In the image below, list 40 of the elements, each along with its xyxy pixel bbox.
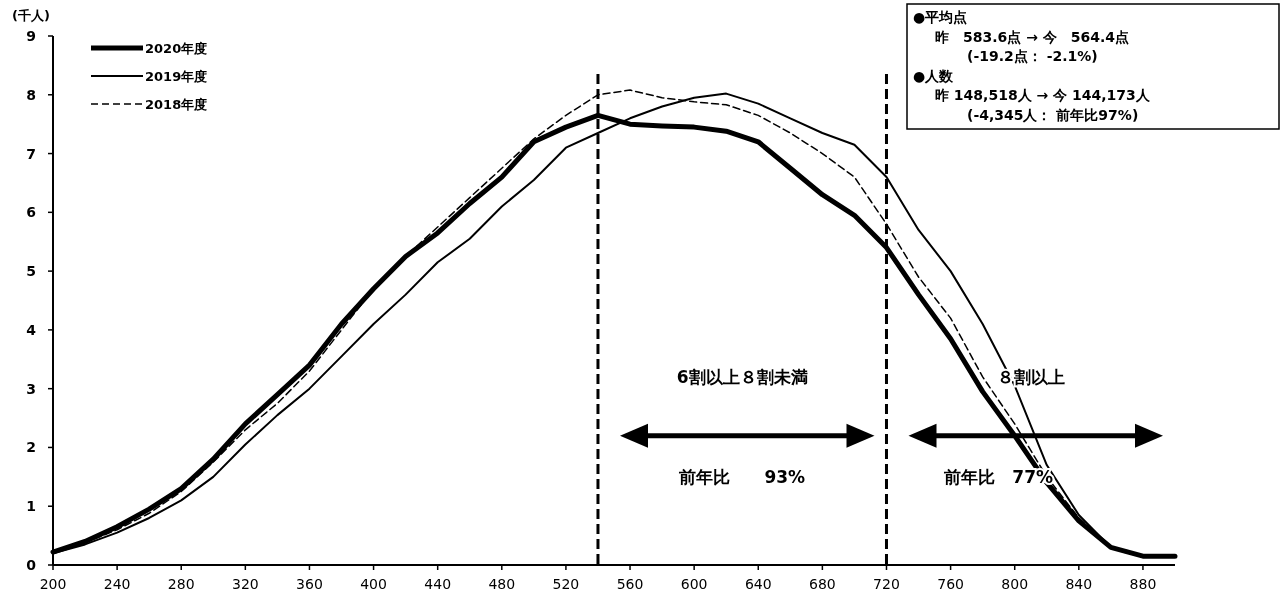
y-tick-label: 7 (26, 145, 36, 162)
x-tick-label: 720 (873, 576, 900, 592)
x-tick-label: 320 (231, 576, 259, 592)
x-tick-label: 640 (744, 576, 772, 592)
legend-label: 2020年度 (145, 41, 208, 56)
x-tick-label: 680 (809, 576, 836, 592)
text: ●平均点 (913, 9, 968, 25)
x-tick-label: 240 (103, 576, 131, 592)
x-tick-label: 760 (937, 576, 964, 592)
x-tick-label: 400 (360, 576, 387, 592)
legend-label: 2018年度 (145, 97, 208, 112)
y-tick-label: 9 (26, 28, 36, 44)
y-tick-label: 2 (26, 439, 36, 456)
x-tick-label: 200 (39, 576, 67, 592)
y-tick-label: 5 (26, 263, 36, 280)
x-tick-label: 480 (488, 576, 516, 592)
legend-label: 2019年度 (145, 69, 208, 84)
x-tick-label: 280 (167, 576, 195, 592)
y-tick-label: 3 (26, 380, 36, 397)
x-tick-label: 800 (1001, 576, 1029, 592)
y-tick-label: 6 (26, 204, 36, 221)
y-tick-label: 0 (26, 557, 37, 573)
x-tick-label: 360 (296, 576, 323, 592)
x-tick-label: 600 (680, 576, 708, 592)
x-tick-label: 880 (1129, 576, 1157, 592)
annotation: (-4,345人： 前年比97%) (967, 106, 1139, 123)
x-tick-label: 520 (552, 576, 580, 592)
x-tick-label: 560 (616, 576, 644, 592)
x-tick-label: 840 (1065, 576, 1093, 592)
y-axis-title: (千人) (12, 8, 50, 23)
y-tick-label: 4 (26, 321, 37, 338)
annotation: 昨 583.6点 → 今 564.4点 (935, 28, 1130, 45)
annotation: (-19.2点： -2.1%) (967, 48, 1098, 64)
annotation: 前年比 93% (678, 466, 806, 487)
y-tick-label: 8 (26, 86, 36, 103)
annotation: ●人数 (913, 67, 955, 84)
annotation: 昨 148,518人 → 今 144,173人 (935, 87, 1151, 103)
y-tick-label: 1 (26, 498, 36, 515)
annotation: 6割以上８割未満 (676, 366, 808, 387)
x-tick-label: 440 (424, 576, 452, 592)
